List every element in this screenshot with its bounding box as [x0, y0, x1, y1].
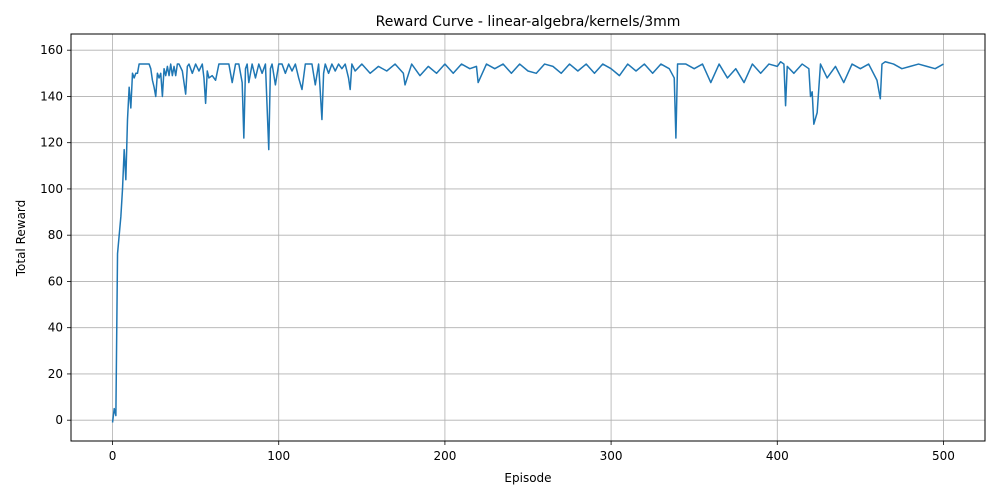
x-axis-label: Episode	[504, 471, 551, 485]
y-tick-label: 140	[40, 89, 63, 103]
y-tick-label: 0	[55, 413, 63, 427]
x-tick-label: 500	[932, 449, 955, 463]
plot-area	[111, 61, 944, 423]
x-tick-label: 0	[109, 449, 117, 463]
y-tick-label: 120	[40, 136, 63, 150]
y-tick-label: 80	[48, 228, 63, 242]
x-tick-label: 300	[600, 449, 623, 463]
y-tick-label: 20	[48, 367, 63, 381]
axes-frame	[70, 33, 986, 442]
y-tick-label: 60	[48, 274, 63, 288]
y-axis-label: Total Reward	[14, 200, 28, 278]
y-tick-label: 160	[40, 43, 63, 57]
ticks: 0 100 200 300 400 500 0 20 40 60 80 100 120 140 160	[40, 43, 955, 463]
x-tick-label: 100	[267, 449, 290, 463]
grid	[71, 34, 985, 441]
y-tick-label: 100	[40, 182, 63, 196]
chart-title: Reward Curve - linear-algebra/kernels/3m…	[376, 14, 681, 30]
series-line-0	[111, 61, 944, 423]
x-tick-label: 200	[433, 449, 456, 463]
y-tick-label: 40	[48, 321, 63, 335]
x-tick-label: 400	[766, 449, 789, 463]
